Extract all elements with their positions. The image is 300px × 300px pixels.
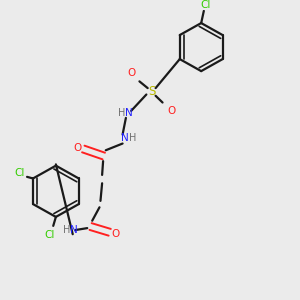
Text: O: O [112, 229, 120, 238]
Text: N: N [70, 225, 78, 235]
Text: O: O [73, 143, 82, 153]
Text: N: N [122, 134, 129, 143]
Text: Cl: Cl [45, 230, 55, 241]
Text: Cl: Cl [200, 0, 210, 11]
Text: O: O [167, 106, 175, 116]
Text: N: N [125, 108, 132, 118]
Text: O: O [127, 68, 135, 78]
Text: H: H [129, 134, 136, 143]
Text: Cl: Cl [15, 168, 25, 178]
Text: H: H [118, 108, 125, 118]
Text: H: H [63, 225, 70, 235]
Text: S: S [148, 85, 155, 98]
